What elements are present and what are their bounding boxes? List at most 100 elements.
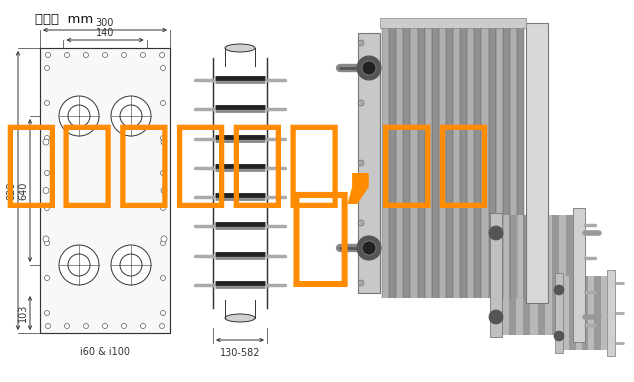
Text: 103: 103 (18, 304, 28, 322)
Ellipse shape (225, 44, 255, 52)
Circle shape (160, 65, 165, 71)
Circle shape (357, 236, 381, 260)
Bar (389, 28, 396, 298)
Circle shape (554, 285, 564, 295)
Circle shape (44, 170, 49, 175)
Circle shape (44, 311, 49, 316)
Circle shape (120, 105, 142, 127)
Bar (516, 215, 523, 335)
Circle shape (160, 324, 164, 329)
Circle shape (43, 236, 49, 242)
Bar (502, 215, 509, 335)
Bar (432, 28, 439, 298)
Circle shape (44, 136, 49, 141)
Bar (496, 28, 503, 298)
Circle shape (489, 226, 503, 240)
Circle shape (160, 311, 165, 316)
Circle shape (362, 61, 376, 75)
Circle shape (65, 52, 70, 58)
Text: i60 & i100: i60 & i100 (80, 347, 130, 357)
Bar (569, 276, 576, 350)
Bar (358, 33, 380, 293)
Bar (555, 273, 563, 353)
Bar (607, 270, 615, 356)
Text: 300: 300 (96, 18, 114, 28)
Circle shape (103, 324, 108, 329)
Text: 农业科普文章,农业: 农业科普文章,农业 (2, 119, 492, 211)
Circle shape (103, 52, 108, 58)
Circle shape (59, 245, 99, 285)
Bar (403, 28, 410, 298)
Bar (563, 276, 569, 350)
Bar (490, 213, 502, 337)
Text: 130-582: 130-582 (220, 348, 260, 358)
Circle shape (161, 236, 167, 242)
Bar (439, 28, 446, 298)
Bar (382, 28, 389, 298)
Circle shape (160, 100, 165, 105)
Ellipse shape (225, 314, 255, 322)
Circle shape (358, 220, 364, 226)
Circle shape (160, 136, 165, 141)
Circle shape (44, 206, 49, 210)
Bar (418, 28, 425, 298)
Bar (425, 28, 432, 298)
Bar (40, 48, 170, 333)
Circle shape (43, 188, 49, 194)
Text: 单位：  mm: 单位： mm (35, 13, 93, 26)
Circle shape (59, 96, 99, 136)
Bar (510, 28, 517, 298)
Text: 科: 科 (287, 185, 353, 291)
Circle shape (160, 241, 165, 246)
Circle shape (122, 324, 127, 329)
Circle shape (68, 105, 90, 127)
Circle shape (111, 245, 151, 285)
Bar (600, 276, 607, 350)
Circle shape (44, 65, 49, 71)
Circle shape (46, 324, 51, 329)
Bar (396, 28, 403, 298)
Circle shape (160, 52, 164, 58)
Circle shape (358, 160, 364, 166)
Circle shape (357, 56, 381, 80)
Bar (576, 276, 582, 350)
Bar (531, 215, 538, 335)
Circle shape (120, 254, 142, 276)
Bar (453, 28, 460, 298)
Bar (595, 276, 600, 350)
Bar (517, 28, 524, 298)
Circle shape (160, 275, 165, 280)
Bar (380, 18, 526, 28)
Circle shape (358, 100, 364, 106)
Bar (503, 28, 510, 298)
Circle shape (65, 324, 70, 329)
Bar (446, 28, 453, 298)
Text: 640: 640 (18, 181, 28, 200)
Bar (566, 215, 573, 335)
Circle shape (160, 170, 165, 175)
Bar (559, 215, 566, 335)
Circle shape (111, 96, 151, 136)
Bar (474, 28, 481, 298)
Circle shape (68, 254, 90, 276)
Circle shape (122, 52, 127, 58)
Circle shape (44, 241, 49, 246)
Bar (410, 28, 418, 298)
Circle shape (84, 324, 89, 329)
Circle shape (358, 280, 364, 286)
Bar (489, 28, 496, 298)
Circle shape (358, 40, 364, 46)
Bar (588, 276, 595, 350)
Circle shape (160, 206, 165, 210)
Circle shape (489, 310, 503, 324)
Circle shape (141, 324, 145, 329)
Bar (552, 215, 559, 335)
Circle shape (43, 139, 49, 145)
Bar (538, 215, 545, 335)
Circle shape (161, 139, 167, 145)
Circle shape (44, 100, 49, 105)
Bar (467, 28, 474, 298)
Bar (481, 28, 489, 298)
Circle shape (44, 275, 49, 280)
Text: 140: 140 (96, 28, 114, 38)
